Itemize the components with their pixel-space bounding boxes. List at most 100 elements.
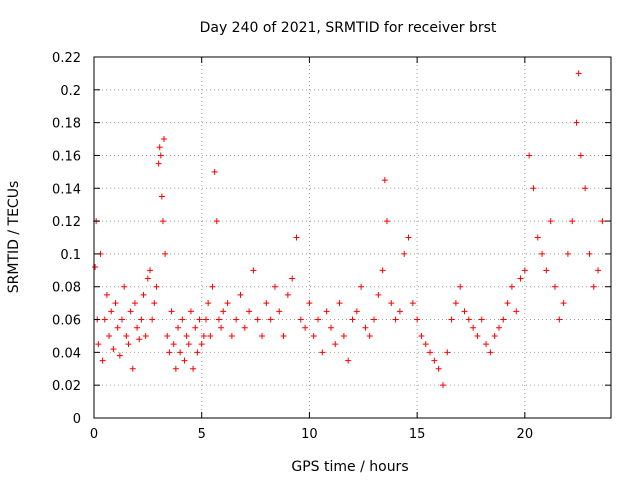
data-point-0-48 <box>185 341 192 348</box>
data-point-0-129 <box>495 324 502 331</box>
data-point-0-131 <box>504 300 511 307</box>
data-point-0-80 <box>289 275 296 282</box>
data-point-0-25 <box>142 332 149 339</box>
data-point-0-70 <box>246 308 253 315</box>
data-point-0-32 <box>156 144 163 151</box>
data-point-0-134 <box>517 275 524 282</box>
y-tick-label-6: 0.12 <box>52 215 81 230</box>
data-point-0-141 <box>547 218 554 225</box>
data-point-0-147 <box>573 119 580 126</box>
data-point-0-132 <box>508 283 515 290</box>
data-point-0-50 <box>190 365 197 372</box>
data-point-0-137 <box>530 185 537 192</box>
data-point-0-154 <box>599 218 606 225</box>
data-point-0-59 <box>209 283 216 290</box>
data-point-0-98 <box>366 332 373 339</box>
data-point-0-79 <box>284 291 291 298</box>
data-point-0-127 <box>487 349 494 356</box>
data-point-0-69 <box>241 324 248 331</box>
y-tick-label-10: 0.2 <box>60 84 81 99</box>
data-point-0-8 <box>106 332 113 339</box>
data-point-0-10 <box>110 346 117 353</box>
grid-lines <box>94 57 611 418</box>
data-point-0-0 <box>92 264 99 271</box>
data-point-0-13 <box>116 352 123 359</box>
data-point-0-56 <box>203 316 210 323</box>
data-point-0-130 <box>500 316 507 323</box>
data-point-0-5 <box>99 357 106 364</box>
data-point-0-54 <box>198 341 205 348</box>
data-point-0-111 <box>418 332 425 339</box>
data-point-0-94 <box>349 316 356 323</box>
data-point-0-64 <box>220 308 227 315</box>
data-point-0-142 <box>551 283 558 290</box>
data-point-0-22 <box>136 336 143 343</box>
data-point-0-75 <box>267 316 274 323</box>
data-point-0-51 <box>192 324 199 331</box>
data-point-0-12 <box>114 324 121 331</box>
data-point-0-112 <box>422 341 429 348</box>
data-point-0-74 <box>263 300 270 307</box>
chart-title: Day 240 of 2021, SRMTID for receiver brs… <box>200 20 497 36</box>
data-point-0-52 <box>194 349 201 356</box>
data-point-0-103 <box>383 218 390 225</box>
y-tick-label-1: 0.02 <box>52 379 81 394</box>
data-point-0-148 <box>575 70 582 77</box>
data-point-0-81 <box>293 234 300 241</box>
data-point-0-67 <box>233 316 240 323</box>
x-tick-label-3: 15 <box>409 427 426 442</box>
data-point-0-62 <box>215 316 222 323</box>
data-point-0-68 <box>237 291 244 298</box>
data-point-0-45 <box>179 316 186 323</box>
data-point-0-20 <box>131 300 138 307</box>
data-point-0-115 <box>435 365 442 372</box>
data-point-0-101 <box>379 267 386 274</box>
data-point-0-96 <box>358 283 365 290</box>
data-point-0-46 <box>181 357 188 364</box>
data-point-0-150 <box>582 185 589 192</box>
data-point-0-39 <box>166 349 173 356</box>
data-point-0-42 <box>172 365 179 372</box>
x-tick-label-4: 20 <box>517 427 534 442</box>
data-point-0-93 <box>345 357 352 364</box>
data-point-0-133 <box>513 308 520 315</box>
data-point-0-153 <box>595 267 602 274</box>
data-point-0-143 <box>556 316 563 323</box>
data-point-0-26 <box>144 275 151 282</box>
data-point-0-40 <box>168 308 175 315</box>
data-point-0-53 <box>196 316 203 323</box>
data-point-0-106 <box>396 308 403 315</box>
data-point-0-63 <box>218 324 225 331</box>
data-point-0-66 <box>228 332 235 339</box>
data-point-0-113 <box>427 349 434 356</box>
data-point-0-47 <box>183 332 190 339</box>
data-point-0-49 <box>187 308 194 315</box>
data-point-0-16 <box>123 332 130 339</box>
y-axis-title: SRMTID / TECUs <box>6 181 22 294</box>
data-point-0-89 <box>327 324 334 331</box>
data-point-0-14 <box>119 316 126 323</box>
data-point-0-6 <box>101 316 108 323</box>
data-point-0-34 <box>158 193 165 200</box>
x-tick-label-1: 5 <box>198 427 206 442</box>
data-point-0-95 <box>353 308 360 315</box>
data-point-0-7 <box>103 291 110 298</box>
data-point-0-146 <box>569 218 576 225</box>
data-point-0-57 <box>205 300 212 307</box>
data-point-0-38 <box>164 332 171 339</box>
data-point-0-19 <box>129 365 136 372</box>
data-point-0-60 <box>211 168 218 175</box>
data-point-0-118 <box>448 316 455 323</box>
data-point-0-97 <box>362 324 369 331</box>
data-point-0-82 <box>297 316 304 323</box>
data-point-0-145 <box>564 250 571 257</box>
data-point-0-114 <box>431 357 438 364</box>
x-tick-label-2: 10 <box>301 427 318 442</box>
data-point-0-11 <box>112 300 119 307</box>
data-point-0-138 <box>534 234 541 241</box>
data-point-0-102 <box>381 177 388 184</box>
y-tick-label-5: 0.1 <box>60 248 81 263</box>
data-point-0-122 <box>465 316 472 323</box>
data-point-0-124 <box>474 332 481 339</box>
